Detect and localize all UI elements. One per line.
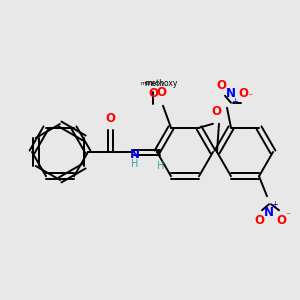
Text: O: O [105,112,115,125]
Text: H: H [157,161,165,171]
Text: methoxy: methoxy [141,81,165,86]
Text: N: N [264,206,274,219]
Text: ⁻: ⁻ [285,211,291,221]
Text: N: N [130,148,140,160]
Text: O: O [216,79,226,92]
Text: O: O [156,86,166,99]
Text: H: H [131,159,139,169]
Text: methoxy: methoxy [144,79,178,88]
Text: O: O [238,87,248,100]
Text: O: O [148,87,158,100]
Text: N: N [226,87,236,100]
Text: O: O [211,105,221,118]
Text: ⁻: ⁻ [248,92,253,102]
Text: +: + [272,200,278,209]
Text: O: O [276,214,286,227]
Text: +: + [232,97,238,106]
Text: O: O [254,214,264,227]
